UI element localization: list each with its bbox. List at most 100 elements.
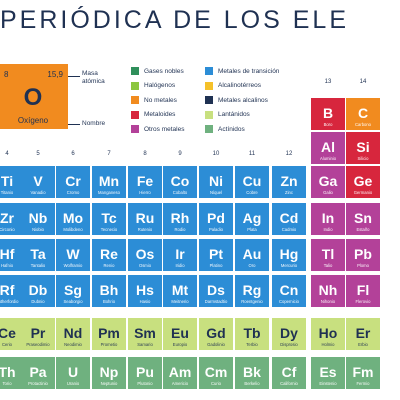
element-symbol: Ru <box>135 210 155 226</box>
element-cell: Rg Roentgenio <box>235 275 269 307</box>
element-name: Zinc <box>285 190 293 195</box>
group-number: 6 <box>71 151 75 157</box>
legend-swatch <box>205 67 213 75</box>
element-name: Talio <box>323 263 333 268</box>
element-name: Neptunio <box>100 381 118 386</box>
element-name: Cromo <box>66 190 80 195</box>
element-cell: Nh Nihonio <box>311 275 345 307</box>
element-symbol: Ce <box>0 325 16 341</box>
element-symbol: Zn <box>280 173 298 189</box>
element-cell: Dy Disprosio <box>272 318 306 350</box>
group-number: 11 <box>248 151 256 157</box>
element-name: Hafnio <box>0 263 14 268</box>
element-cell: Fe Hierro <box>128 166 162 198</box>
element-symbol: Cu <box>242 173 262 189</box>
element-name: Gadolinio <box>207 342 225 347</box>
element-cell: Cu Cobre <box>235 166 269 198</box>
legend-item: Otros metales <box>131 125 184 133</box>
legend-label: Metales de transición <box>218 67 280 75</box>
legend-item: Gases nobles <box>131 67 184 75</box>
element-symbol: Pu <box>136 364 154 380</box>
element-cell: Gd Gadolinio <box>199 318 233 350</box>
element-name: Oro <box>248 263 256 268</box>
key-element: 8 15,9 O Oxígeno <box>0 64 68 129</box>
element-name: Curio <box>210 381 221 386</box>
element-symbol: Ds <box>207 282 225 298</box>
element-cell: Ds Darmstadtio <box>199 275 233 307</box>
element-name: Tantalio <box>30 263 46 268</box>
element-cell: Pu Plutonio <box>128 357 162 389</box>
mass-label: Masa atómica <box>82 70 105 85</box>
element-cell: Cm Curio <box>199 357 233 389</box>
element-name: Hierro <box>139 190 151 195</box>
element-symbol: In <box>321 210 335 226</box>
element-cell: Pm Prometio <box>92 318 126 350</box>
element-cell: Pt Platino <box>199 239 233 271</box>
element-name: Seaborgio <box>63 299 83 304</box>
element-cell: W Wolframio <box>56 239 90 271</box>
legend-label: No metales <box>144 96 177 104</box>
element-name: Rutherfordio <box>0 299 19 304</box>
element-name: Cerio <box>1 342 12 347</box>
element-cell: Ta Tantalio <box>21 239 55 271</box>
legend-label: Gases nobles <box>144 67 184 75</box>
element-symbol: C <box>357 105 369 121</box>
element-symbol: Fe <box>136 173 154 189</box>
legend-item: Halógenos <box>131 81 175 90</box>
legend-swatch <box>205 81 213 90</box>
name-label: Nombre <box>82 120 106 127</box>
element-name: Prometio <box>100 342 118 347</box>
element-cell: Ho Holmio <box>311 318 345 350</box>
element-symbol: Fl <box>356 282 370 298</box>
element-name: Protactinio <box>28 381 48 386</box>
element-cell: Fm Fermio <box>346 357 380 389</box>
element-cell: Mo Molibdeno <box>56 203 90 235</box>
element-cell: Th Torio <box>0 357 24 389</box>
element-cell: Au Oro <box>235 239 269 271</box>
element-cell: RfRutherfordio <box>0 275 24 307</box>
element-cell: Re Renio <box>92 239 126 271</box>
element-name: Einstenio <box>319 381 337 386</box>
element-cell: Mt Meitnerio <box>163 275 197 307</box>
element-symbol: Pb <box>354 246 372 262</box>
legend-item: No metales <box>131 96 177 104</box>
element-name: Cadmio <box>281 227 297 232</box>
element-name: Boro <box>323 122 333 127</box>
element-name: Carbono <box>354 122 372 127</box>
element-cell: Es Einstenio <box>311 357 345 389</box>
element-cell: Ir Iridio <box>163 239 197 271</box>
key-name: Oxígeno <box>17 116 49 125</box>
key-mass: 15,9 <box>47 70 63 79</box>
legend-swatch <box>131 125 139 133</box>
element-cell: Pb Plomo <box>346 239 380 271</box>
element-name: Dubnio <box>31 299 45 304</box>
element-symbol: Si <box>356 139 370 155</box>
element-cell: Ge Germanio <box>346 166 380 198</box>
element-symbol: Ti <box>0 173 14 189</box>
element-name: Praseodimio <box>26 342 50 347</box>
element-symbol: Cn <box>279 282 299 298</box>
element-symbol: Pa <box>29 364 47 380</box>
element-symbol: Os <box>135 246 155 262</box>
element-symbol: Pd <box>207 210 225 226</box>
element-cell: Np Neptunio <box>92 357 126 389</box>
element-symbol: Ni <box>209 173 223 189</box>
element-cell: Bh Bohrio <box>92 275 126 307</box>
element-cell: Cf Californio <box>272 357 306 389</box>
element-name: Copernicio <box>278 299 300 304</box>
element-name: Titanio <box>0 190 14 195</box>
element-cell: Ru Rutenio <box>128 203 162 235</box>
element-cell: Mn Manganeso <box>92 166 126 198</box>
element-symbol: Mo <box>62 210 84 226</box>
element-symbol: Tl <box>321 246 335 262</box>
element-name: Germanio <box>353 190 373 195</box>
legend-item: Metales de transición <box>205 67 279 75</box>
element-name: Molibdeno <box>63 227 83 232</box>
element-symbol: Rh <box>170 210 190 226</box>
element-name: Paladio <box>209 227 223 232</box>
element-name: Wolframio <box>63 263 83 268</box>
element-symbol: Dy <box>280 325 298 341</box>
element-cell: Bk Berkelio <box>235 357 269 389</box>
element-symbol: Th <box>0 364 16 380</box>
element-symbol: Ga <box>318 173 338 189</box>
